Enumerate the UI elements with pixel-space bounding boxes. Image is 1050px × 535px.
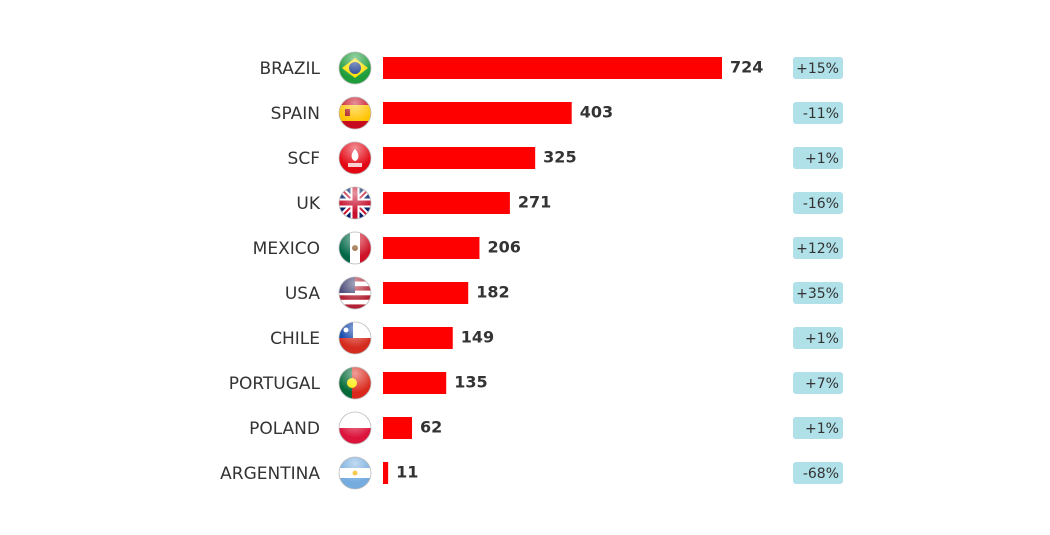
- flag-gloss: [338, 51, 372, 85]
- bar: [383, 372, 447, 394]
- category-label: ARGENTINA: [220, 464, 320, 484]
- value-label: 149: [461, 328, 494, 347]
- flag-gloss: [338, 141, 372, 175]
- category-label: PORTUGAL: [229, 374, 321, 394]
- bar: [383, 192, 510, 214]
- change-label: -68%: [803, 466, 839, 482]
- change-badge: [793, 327, 843, 349]
- change-badge: [793, 237, 843, 259]
- flag-gloss: [338, 186, 372, 220]
- change-label: +12%: [796, 241, 839, 257]
- change-label: +7%: [805, 376, 839, 392]
- value-label: 11: [396, 463, 418, 482]
- flag-icon: [338, 231, 372, 265]
- bar: [383, 102, 572, 124]
- flag-gloss: [338, 411, 372, 445]
- change-badge: [793, 192, 843, 214]
- bar: [383, 327, 453, 349]
- flag-gloss: [338, 231, 372, 265]
- change-badge: [793, 147, 843, 169]
- category-label: BRAZIL: [259, 59, 320, 79]
- change-label: +1%: [805, 331, 839, 347]
- flag-icon: [338, 96, 372, 130]
- change-label: -16%: [803, 196, 839, 212]
- change-badge: [793, 102, 843, 124]
- change-badge: [793, 282, 843, 304]
- change-badge: [793, 372, 843, 394]
- change-label: +1%: [805, 151, 839, 167]
- flag-icon: [338, 186, 372, 220]
- value-label: 206: [487, 238, 520, 257]
- change-label: +15%: [796, 61, 839, 77]
- flag-gloss: [338, 276, 372, 310]
- category-label: USA: [285, 284, 321, 304]
- flag-gloss: [338, 456, 372, 490]
- flag-icon: [338, 411, 372, 445]
- change-badge: [793, 57, 843, 79]
- category-label: CHILE: [270, 329, 320, 349]
- bar: [383, 237, 480, 259]
- value-label: 403: [580, 103, 613, 122]
- change-badge: [793, 462, 843, 484]
- category-label: POLAND: [249, 419, 320, 439]
- flag-icon: [338, 141, 372, 175]
- flag-icon: [338, 366, 372, 400]
- bar: [383, 417, 413, 439]
- value-label: 325: [543, 148, 576, 167]
- flag-gloss: [338, 321, 372, 355]
- flag-gloss: [338, 366, 372, 400]
- value-label: 724: [730, 58, 763, 77]
- value-label: 135: [454, 373, 487, 392]
- flag-gloss: [338, 96, 372, 130]
- bar: [383, 462, 389, 484]
- bar: [383, 282, 469, 304]
- change-label: +35%: [796, 286, 839, 302]
- category-label: MEXICO: [253, 239, 320, 259]
- change-label: -11%: [803, 106, 839, 122]
- flag-icon: [338, 456, 372, 490]
- value-label: 271: [518, 193, 551, 212]
- value-label: 62: [420, 418, 442, 437]
- category-label: SPAIN: [271, 104, 320, 124]
- flag-icon: [338, 51, 372, 85]
- category-label: SCF: [288, 149, 320, 169]
- value-label: 182: [476, 283, 509, 302]
- change-label: +1%: [805, 421, 839, 437]
- flag-icon: [338, 276, 372, 310]
- category-label: UK: [296, 194, 320, 214]
- change-badge: [793, 417, 843, 439]
- flag-icon: [338, 321, 372, 355]
- bar: [383, 57, 722, 79]
- bar: [383, 147, 536, 169]
